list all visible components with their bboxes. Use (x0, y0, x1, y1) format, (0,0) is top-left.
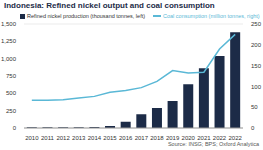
svg-text:2017: 2017 (135, 135, 149, 140)
svg-text:1,250: 1,250 (8, 38, 17, 44)
svg-text:2022: 2022 (213, 135, 227, 140)
svg-text:2018: 2018 (150, 135, 164, 140)
html-text:Coal consumption (million tonn: Coal consumption (million tonnes, right) (163, 13, 260, 19)
svg-text:2019: 2019 (166, 135, 180, 140)
svg-text:2011: 2011 (41, 135, 55, 140)
html-text:Refined nickel production (tho: Refined nickel production (thousand tonn… (27, 13, 145, 19)
svg-text:0: 0 (251, 125, 255, 131)
html-text:Source: INSG; BPS; Oxford Anal: Source: INSG; BPS; Oxford Analytica (167, 141, 259, 147)
svg-text:750: 750 (8, 73, 17, 79)
svg-text:1,000: 1,000 (8, 56, 17, 62)
svg-text:2010: 2010 (25, 135, 39, 140)
svg-text:500: 500 (8, 90, 17, 96)
svg-text:250: 250 (251, 21, 255, 27)
svg-text:1,500: 1,500 (8, 21, 17, 27)
svg-text:2016: 2016 (119, 135, 133, 140)
svg-text:2014: 2014 (88, 135, 102, 140)
svg-text:50: 50 (251, 104, 255, 110)
svg-text:250: 250 (8, 108, 17, 114)
svg-text:2022: 2022 (228, 135, 242, 140)
svg-text:2013: 2013 (72, 135, 86, 140)
svg-text:2015: 2015 (103, 135, 117, 140)
svg-text:0: 0 (13, 125, 17, 131)
svg-text:100: 100 (251, 84, 255, 90)
svg-text:2020: 2020 (182, 135, 196, 140)
svg-text:150: 150 (251, 63, 255, 69)
svg-text:2012: 2012 (56, 135, 70, 140)
svg-text:200: 200 (251, 42, 255, 48)
svg-text:2021: 2021 (197, 135, 211, 140)
html-text:Indonesia: Refined nickel outp: Indonesia: Refined nickel output and coa… (4, 1, 215, 10)
